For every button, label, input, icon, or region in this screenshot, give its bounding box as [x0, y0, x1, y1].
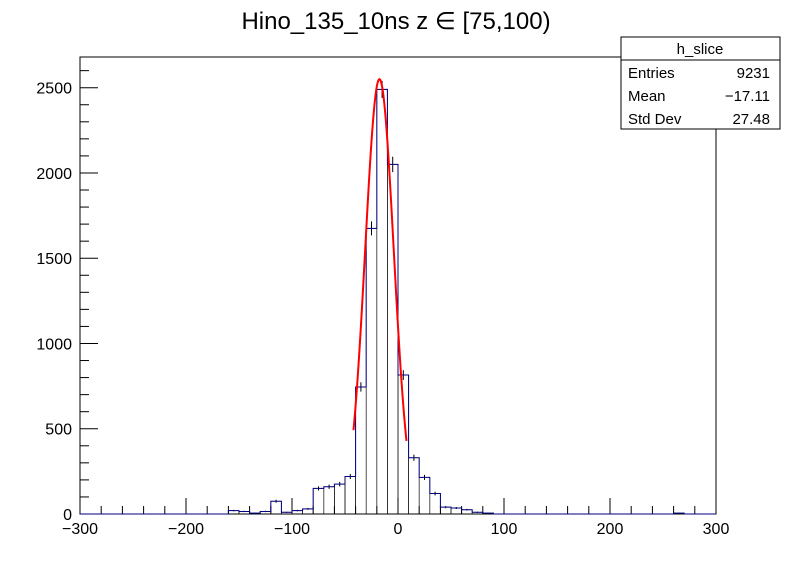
stats-stddev-value: 27.48 — [732, 111, 770, 128]
y-tick-label: 500 — [45, 422, 72, 439]
x-axis: −300 −200 −100 0 100 200 300 — [62, 498, 729, 538]
histogram-bin — [429, 493, 441, 515]
y-tick-label: 2500 — [36, 81, 72, 98]
x-tick-label: −300 — [62, 521, 98, 538]
gaussian-fit-curve — [352, 78, 408, 442]
histogram-bin — [344, 476, 356, 515]
stats-stddev-label: Std Dev — [628, 111, 682, 128]
y-axis: 0 500 1000 1500 2000 2500 — [36, 70, 98, 524]
x-tick-label: −100 — [274, 521, 310, 538]
histogram-bin — [334, 483, 346, 515]
histogram-bin — [270, 500, 282, 515]
histogram-bin — [355, 386, 367, 515]
histogram-bin — [312, 488, 325, 515]
histogram-bin — [408, 457, 420, 515]
x-tick-label: −200 — [168, 521, 204, 538]
y-tick-label: 2000 — [36, 166, 72, 183]
histogram-bin — [365, 228, 378, 515]
histogram-bin — [323, 486, 335, 515]
x-tick-label: 300 — [703, 521, 730, 538]
x-tick-label: 0 — [394, 521, 403, 538]
histogram-bin — [376, 89, 388, 515]
stats-entries-value: 9231 — [737, 65, 770, 82]
stats-box-frame — [620, 36, 781, 130]
y-tick-label: 1000 — [36, 336, 72, 353]
stats-mean-value: −17.11 — [725, 88, 770, 105]
stats-entries-label: Entries — [628, 65, 675, 82]
y-tick-label: 0 — [63, 507, 72, 524]
histogram-outline — [80, 88, 716, 515]
stats-box-name: h_slice — [677, 41, 724, 58]
histogram-bin — [418, 477, 431, 515]
histogram-bins — [228, 80, 685, 515]
stats-mean-label: Mean — [628, 88, 666, 105]
x-tick-label: 200 — [597, 521, 624, 538]
y-tick-label: 1500 — [36, 251, 72, 268]
x-tick-label: 100 — [491, 521, 518, 538]
chart-title: Hino_135_10ns z ∈ [75,100) — [241, 8, 550, 35]
stats-box: h_slice Entries 9231 Mean −17.11 Std Dev… — [620, 36, 781, 130]
